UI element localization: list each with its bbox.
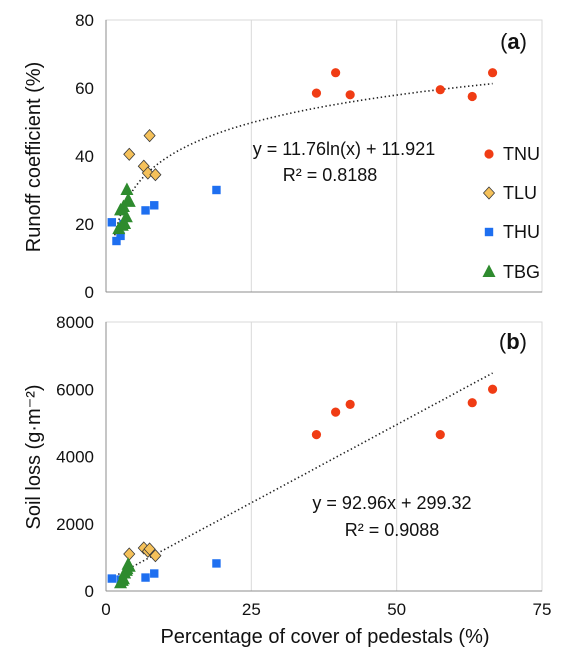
panel-label-b: (b) — [499, 329, 527, 354]
y-tick-label-6000: 6000 — [56, 380, 94, 399]
point-tlu — [143, 542, 156, 556]
trendline-b — [114, 372, 493, 577]
point-thu — [141, 573, 150, 582]
panel-b: 0 2000 4000 6000 8000 0 25 50 75 Soil loss (g·m… — [23, 313, 551, 648]
point-thu — [107, 218, 117, 227]
plot-frame-b — [105, 321, 543, 592]
point-thu — [150, 201, 159, 210]
series-tnu-b — [311, 384, 498, 440]
legend-marker-thu — [484, 227, 494, 237]
legend-item-tlu: TLU — [482, 183, 537, 203]
point-tnu — [331, 68, 341, 78]
point-tnu — [467, 91, 477, 102]
point-tnu — [331, 407, 341, 417]
point-tnu — [311, 430, 322, 440]
y-tick-label-0: 0 — [85, 582, 94, 601]
point-tlu — [143, 129, 156, 143]
x-tick-label-0: 0 — [101, 600, 110, 619]
point-thu — [116, 231, 125, 241]
y-tick-label-2000: 2000 — [56, 515, 94, 534]
legend-item-tbg: TBG — [482, 262, 540, 282]
x-axis-label: Percentage of cover of pedestals (%) — [160, 626, 489, 648]
legend-label-tbg: TBG — [503, 262, 540, 282]
series-tbg-a — [112, 182, 136, 235]
x-ticks-b: 0 25 50 75 — [101, 600, 551, 619]
r2-a: R² = 0.8188 — [283, 165, 378, 185]
point-tbg — [122, 559, 136, 572]
point-tnu — [345, 399, 355, 409]
series-tlu-b — [123, 541, 162, 563]
point-tlu — [123, 147, 136, 161]
r2-b: R² = 0.9088 — [345, 520, 440, 540]
series-tbg-b — [114, 557, 136, 589]
point-thu — [107, 574, 117, 583]
legend-marker-tnu — [484, 149, 494, 159]
point-tbg — [118, 216, 132, 229]
legend-item-tnu: TNU — [484, 144, 540, 164]
markers-b — [107, 384, 498, 589]
point-thu — [150, 569, 159, 578]
legend-marker-tbg — [482, 264, 496, 277]
point-tnu — [467, 398, 477, 408]
trendline-a — [113, 82, 493, 236]
point-tbg — [120, 182, 134, 195]
legend-label-thu: THU — [503, 222, 540, 242]
point-tbg — [122, 194, 136, 207]
y-tick-label-40: 40 — [75, 147, 94, 166]
x-tick-label-50: 50 — [387, 600, 406, 619]
y-tick-label-60: 60 — [75, 79, 94, 98]
point-tlu — [123, 547, 136, 561]
plot-area-a — [105, 19, 543, 293]
y-tick-label-80: 80 — [75, 11, 94, 30]
point-thu — [112, 236, 121, 246]
y-tick-label-8000: 8000 — [56, 313, 94, 332]
y-axis-label-b: Soil loss (g·m⁻²) — [23, 384, 45, 529]
point-thu — [212, 185, 221, 195]
point-tnu — [487, 384, 498, 394]
point-tlu — [149, 549, 162, 563]
point-thu — [212, 559, 221, 568]
y-ticks-a: 0 20 40 60 80 — [75, 11, 94, 302]
point-tnu — [345, 90, 355, 100]
point-tlu — [149, 168, 162, 182]
panel-label-a: (a) — [500, 29, 527, 54]
plot-area-b — [105, 321, 543, 592]
series-tlu-a — [123, 129, 162, 182]
point-tnu — [435, 85, 445, 95]
legend: TNU TLU THU TBG — [482, 144, 540, 282]
point-tnu — [435, 430, 445, 440]
equation-b: y = 92.96x + 299.32 — [312, 493, 471, 513]
markers-a — [107, 68, 498, 246]
point-tnu — [487, 68, 498, 78]
legend-item-thu: THU — [484, 222, 540, 242]
legend-label-tlu: TLU — [503, 183, 537, 203]
y-tick-label-4000: 4000 — [56, 448, 94, 467]
series-tnu-a — [311, 68, 498, 102]
y-ticks-b: 0 2000 4000 6000 8000 — [56, 313, 94, 601]
x-tick-label-75: 75 — [533, 600, 552, 619]
y-tick-label-20: 20 — [75, 215, 94, 234]
grid-a — [250, 20, 398, 292]
point-tnu — [311, 88, 322, 98]
y-tick-label-0: 0 — [85, 283, 94, 302]
panel-a: 0 20 40 60 80 Runoff coefficient (%) y = 11.… — [23, 11, 543, 302]
equation-a: y = 11.76ln(x) + 11.921 — [253, 139, 435, 159]
legend-marker-tlu — [482, 186, 496, 200]
y-axis-label-a: Runoff coefficient (%) — [23, 62, 45, 252]
point-tbg — [119, 209, 133, 223]
trendline-b — [114, 372, 493, 577]
grid-b — [250, 322, 398, 591]
trendline-a — [113, 82, 493, 236]
x-tick-label-25: 25 — [242, 600, 261, 619]
point-thu — [141, 206, 150, 215]
legend-label-tnu: TNU — [503, 144, 540, 164]
